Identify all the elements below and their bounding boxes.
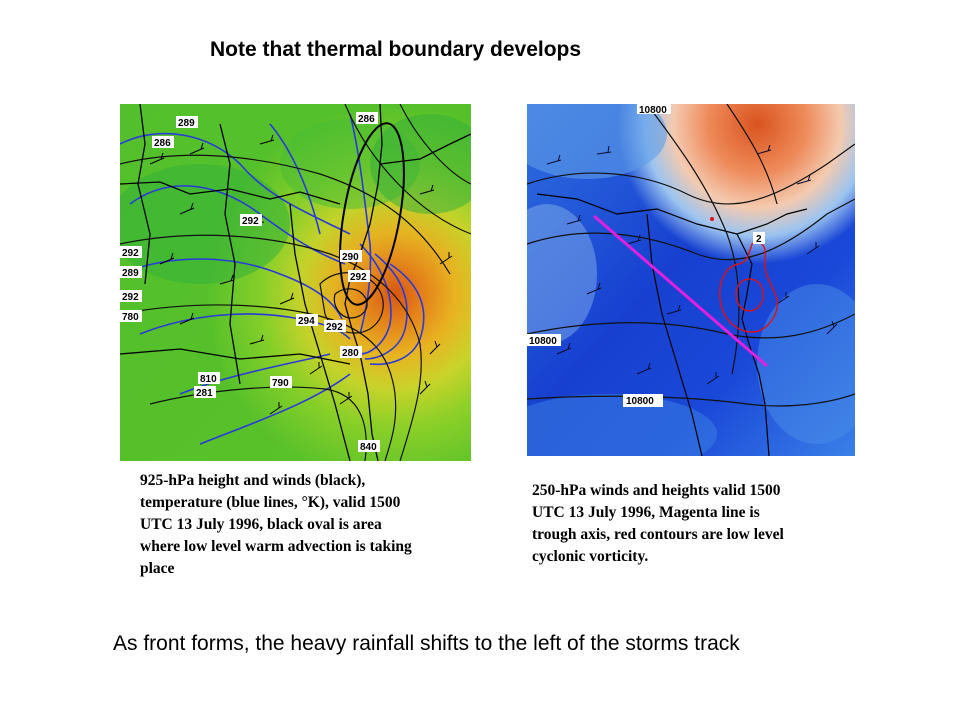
contour-label: 10800 — [639, 105, 667, 116]
contour-label: 2 — [756, 234, 762, 245]
contour-label: 292 — [122, 248, 139, 259]
trough-axis-line — [593, 214, 768, 368]
caption-line: trough axis, red contours are low level — [532, 526, 784, 543]
contour-label: 286 — [358, 114, 375, 125]
contour-label: 286 — [154, 138, 171, 149]
caption-line: 250-hPa winds and heights valid 1500 — [532, 482, 781, 499]
contour-label: 780 — [122, 312, 139, 323]
caption-line: 925-hPa height and winds (black), — [140, 472, 366, 489]
slide-footer-text: As front forms, the heavy rainfall shift… — [113, 632, 740, 655]
contour-label: 289 — [122, 268, 139, 279]
caption-line: place — [140, 560, 175, 577]
caption-line: UTC 13 July 1996, black oval is area — [140, 516, 382, 533]
contour-label: 281 — [196, 388, 213, 399]
contour-label: 292 — [326, 322, 343, 333]
contour-label: 810 — [200, 374, 217, 385]
map-250hpa: 10800 10800 10800 2 — [527, 104, 855, 456]
caption-line: cyclonic vorticity. — [532, 548, 649, 565]
caption-line: temperature (blue lines, °K), valid 1500 — [140, 494, 401, 511]
contour-label: 10800 — [529, 336, 557, 347]
contour-label: 280 — [342, 348, 359, 359]
contour-label: 294 — [298, 316, 315, 327]
contour-label: 10800 — [626, 396, 654, 407]
contour-label: 840 — [360, 442, 377, 453]
caption-line: UTC 13 July 1996, Magenta line is — [532, 504, 760, 521]
contour-label: 292 — [122, 292, 139, 303]
slide-title: Note that thermal boundary develops — [210, 38, 582, 61]
caption-line: where low level warm advection is taking — [140, 538, 412, 555]
warm-advection-oval — [339, 122, 405, 306]
vorticity-contours — [719, 241, 779, 333]
contour-label: 292 — [350, 272, 367, 283]
caption-925hpa: 925-hPa height and winds (black), temper… — [140, 470, 480, 580]
contour-label: 290 — [342, 252, 359, 263]
caption-250hpa: 250-hPa winds and heights valid 1500 UTC… — [532, 480, 852, 568]
map-925hpa: 289 286 286 292 292 289 290 292 294 292 … — [120, 104, 471, 461]
contour-label: 790 — [272, 378, 289, 389]
contour-label: 292 — [242, 216, 259, 227]
contour-label: 289 — [178, 118, 195, 129]
